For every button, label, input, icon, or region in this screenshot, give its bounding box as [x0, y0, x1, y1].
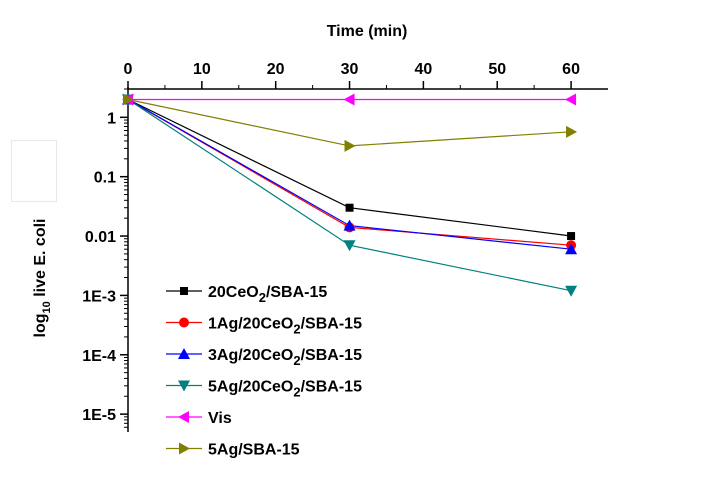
legend-label-text: 5Ag/20CeO: [208, 379, 293, 396]
y-tick-label: 1E-4: [82, 348, 116, 365]
series-lines: [127, 98, 572, 292]
data-point-3ag-20ceo2-sba-15-60: [565, 243, 578, 255]
legend-label-text: 3Ag/20CeO: [208, 347, 293, 364]
data-point-vis-60: [565, 93, 577, 106]
y-axis-title: log10 live E. coli: [32, 219, 53, 338]
x-tick-label-10: 10: [193, 61, 211, 78]
legend-label-subscript: 2: [293, 322, 300, 337]
legend-label-subscript: 2: [259, 290, 266, 305]
legend-label-text: /SBA-15: [301, 316, 362, 333]
y-tick-label: 1E-3: [82, 288, 116, 305]
legend-label-text: /SBA-15: [301, 379, 362, 396]
x-tick-label-40: 40: [414, 61, 432, 78]
data-point-vis-30: [343, 93, 355, 106]
y-tick-label: 1E-5: [82, 407, 116, 424]
y-tick-label: 0.01: [85, 229, 116, 246]
series-line-5ag-sba-15: [127, 98, 572, 147]
legend-label-text: /SBA-15: [301, 347, 362, 364]
x-tick-label-60: 60: [562, 61, 580, 78]
y-axis-title-prefix: log: [32, 313, 49, 337]
legend-label-20ceo2-sba-15: 20CeO2/SBA-15: [208, 284, 327, 305]
series-line-5ag-20ceo2-sba-15: [127, 98, 572, 292]
legend-label-subscript: 2: [293, 353, 300, 368]
y-axis-title-suffix: live E. coli: [32, 219, 49, 302]
legend-marker-5ag-20ceo2-sba-15: [178, 380, 190, 392]
y-tick-label: 0.1: [94, 170, 116, 187]
x-tick-label-30: 30: [341, 61, 359, 78]
legend-label-text: Vis: [208, 410, 232, 427]
legend-marker-5ag-sba-15: [179, 442, 190, 455]
series-markers: [122, 93, 578, 297]
legend-label-subscript: 2: [293, 385, 300, 400]
legend-label-3ag-20ceo2-sba-15: 3Ag/20CeO2/SBA-15: [208, 347, 362, 368]
decorative-box: [11, 140, 57, 202]
legend-marker-20ceo2-sba-15: [180, 287, 188, 295]
legend-label-text: /SBA-15: [266, 284, 327, 301]
legend-label-5ag-sba-15: 5Ag/SBA-15: [208, 442, 300, 459]
legend-label-text: 20CeO: [208, 284, 259, 301]
legend-label-1ag-20ceo2-sba-15: 1Ag/20CeO2/SBA-15: [208, 316, 362, 337]
legend-label-vis: Vis: [208, 410, 232, 427]
data-point-5ag-sba-15-30: [344, 139, 356, 152]
data-point-5ag-20ceo2-sba-15-30: [343, 240, 356, 252]
legend-label-text: 5Ag/SBA-15: [208, 442, 300, 459]
legend-marker-1ag-20ceo2-sba-15: [179, 317, 189, 328]
legend-marker-vis: [178, 411, 189, 423]
x-tick-label-20: 20: [267, 61, 285, 78]
x-axis-title: Time (min): [327, 23, 408, 40]
data-point-3ag-20ceo2-sba-15-30: [343, 219, 356, 231]
data-point-5ag-sba-15-60: [566, 125, 578, 138]
x-axis: 0 10 20 30 40 50 60: [124, 61, 608, 90]
data-point-5ag-sba-15-0: [123, 93, 134, 106]
data-point-20ceo2-sba-15-30: [345, 203, 354, 212]
legend-label-text: 1Ag/20CeO: [208, 316, 293, 333]
legend-marker-3ag-20ceo2-sba-15: [178, 348, 190, 359]
x-tick-label-0: 0: [124, 61, 133, 78]
data-point-20ceo2-sba-15-60: [567, 232, 576, 241]
series-line-20ceo2-sba-15: [127, 98, 572, 237]
y-tick-label: 1: [107, 110, 116, 127]
y-axis: 1 0.1 0.01 1E-3 1E-4 1E-5: [82, 87, 129, 432]
legend-label-5ag-20ceo2-sba-15: 5Ag/20CeO2/SBA-15: [208, 379, 362, 400]
data-point-5ag-20ceo2-sba-15-60: [565, 285, 578, 297]
x-tick-label-50: 50: [488, 61, 506, 78]
y-axis-title-subscript: 10: [41, 301, 53, 313]
